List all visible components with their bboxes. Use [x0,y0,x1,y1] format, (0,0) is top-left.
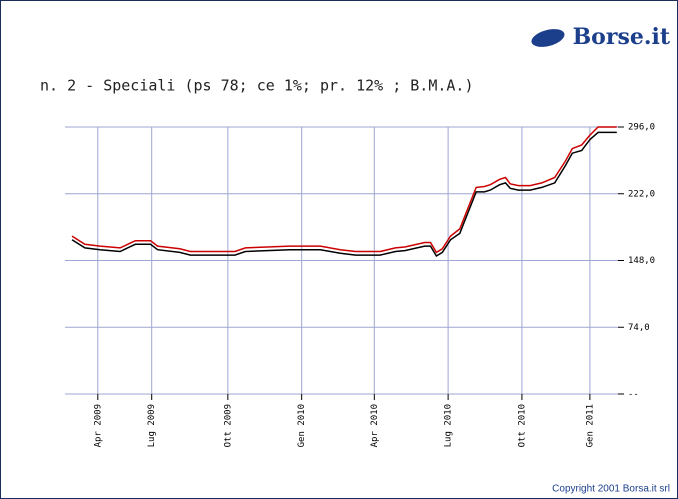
logo-icon [531,29,565,47]
line [71,131,617,258]
x-tick-label: Ott 2010 [517,404,527,447]
chart-title: n. 2 - Speciali (ps 78; ce 1%; pr. 12% ;… [40,77,473,95]
x-tick-label: Lug 2010 [444,404,454,447]
y-tick-label: 148,0 [628,256,655,266]
y-tick-label: 222,0 [628,189,655,199]
x-tick-label: Apr 2010 [370,404,380,447]
x-tick-label: Lug 2009 [147,404,157,447]
y-tick-label: 296,0 [628,123,655,133]
x-tick-label: Apr 2009 [93,404,103,447]
x-tick-label: Ott 2009 [223,404,233,447]
line [71,126,617,254]
copyright: Copyright 2001 Borsa.it srl [552,484,670,495]
x-tick-label: Gen 2010 [297,404,307,447]
y-tick-label: 74,0 [628,323,650,333]
y-tick-label: -- [628,390,639,400]
logo: Borse.it [573,24,671,50]
x-tick-label: Gen 2011 [585,404,595,447]
